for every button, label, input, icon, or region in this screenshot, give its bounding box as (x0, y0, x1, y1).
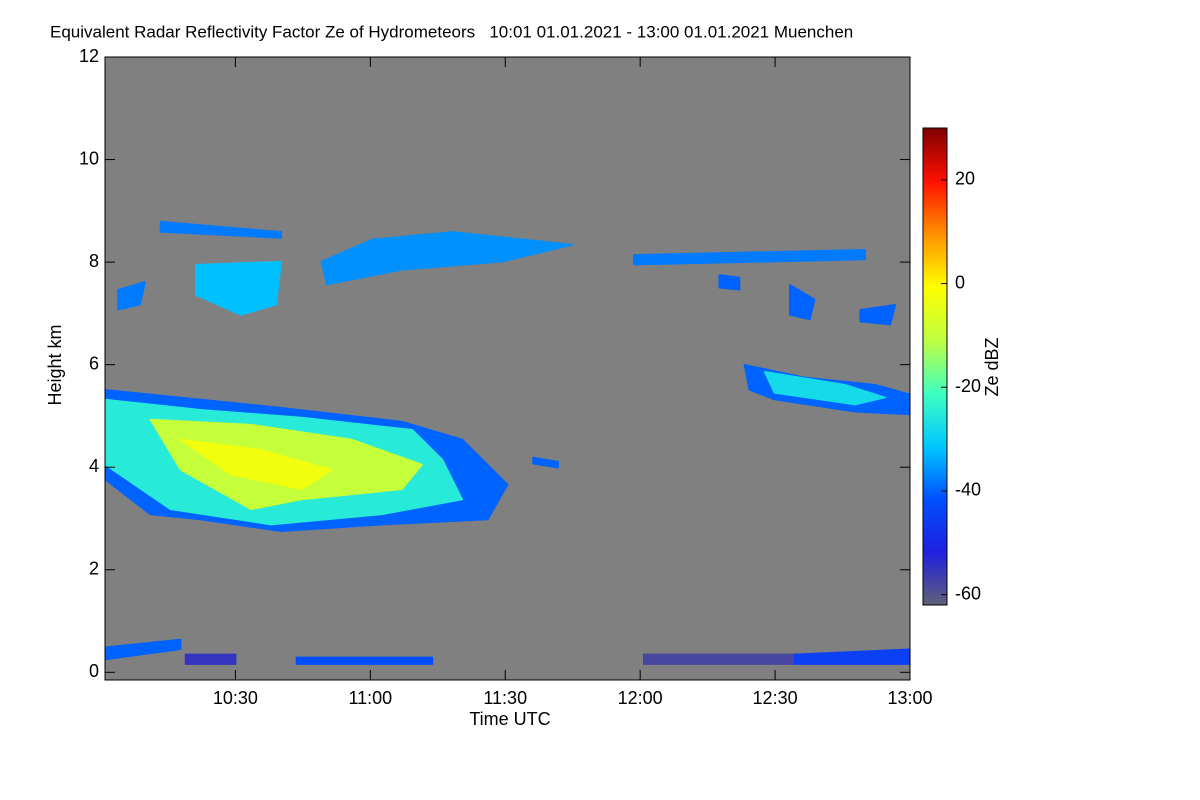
echoes (105, 220, 910, 665)
echo (718, 274, 741, 291)
colorbar-tick-label: 0 (955, 272, 965, 292)
y-axis-label: Height km (45, 324, 65, 405)
y-tick-label: 4 (89, 456, 99, 476)
plot-frame (104, 56, 911, 681)
y-tick-label: 6 (89, 353, 99, 373)
echo (763, 371, 886, 406)
echo (788, 283, 816, 321)
x-tick-label: 12:30 (753, 688, 798, 708)
echo (159, 220, 283, 239)
colorbar-tick-label: 20 (955, 169, 975, 189)
echo (532, 456, 559, 469)
echo (632, 249, 866, 266)
colorbar-tick-label: -60 (955, 583, 981, 603)
colorbar-tick-label: -40 (955, 480, 981, 500)
y-tick-label: 0 (89, 661, 99, 681)
x-tick-label: 12:00 (618, 688, 663, 708)
colorbar-label: Ze dBZ (982, 337, 1002, 396)
y-tick-label: 2 (89, 559, 99, 579)
echo (117, 280, 147, 311)
colorbar-tick-label: -20 (955, 376, 981, 396)
echo (184, 653, 237, 665)
colorbar (922, 127, 948, 606)
y-tick-label: 10 (79, 148, 99, 168)
echo (295, 656, 434, 665)
y-tick-label: 12 (79, 46, 99, 66)
x-tick-label: 10:30 (213, 688, 258, 708)
echo (859, 303, 897, 326)
echo (194, 260, 283, 316)
x-tick-label: 11:30 (483, 688, 527, 708)
echo (794, 648, 910, 665)
y-tick-label: 8 (89, 251, 99, 271)
x-tick-label: 13:00 (887, 688, 932, 708)
x-tick-label: 11:00 (348, 688, 392, 708)
chart-title: Equivalent Radar Reflectivity Factor Ze … (50, 22, 853, 41)
echo (642, 653, 796, 665)
echo (179, 438, 333, 491)
plot-background (105, 57, 910, 680)
echo (320, 231, 574, 286)
x-axis-label: Time UTC (469, 709, 550, 729)
